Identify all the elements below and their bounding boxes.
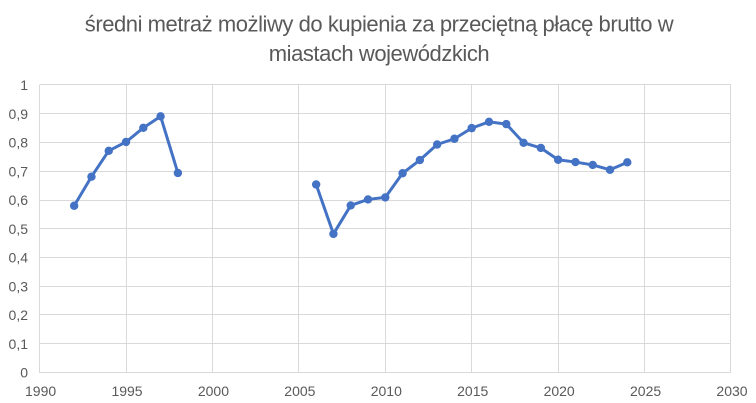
- svg-text:miastach wojewódzkich: miastach wojewódzkich: [269, 41, 489, 66]
- svg-text:2020: 2020: [544, 383, 575, 399]
- svg-text:2025: 2025: [630, 383, 661, 399]
- svg-text:średni metraż możliwy do kupie: średni metraż możliwy do kupienia za prz…: [85, 12, 674, 37]
- svg-text:0,6: 0,6: [9, 192, 29, 208]
- svg-text:0,7: 0,7: [9, 163, 29, 179]
- svg-text:0,8: 0,8: [9, 135, 29, 151]
- svg-text:2030: 2030: [716, 383, 747, 399]
- svg-text:2000: 2000: [198, 383, 229, 399]
- svg-text:1995: 1995: [111, 383, 142, 399]
- svg-text:1990: 1990: [25, 383, 56, 399]
- svg-text:1: 1: [20, 77, 28, 93]
- svg-text:0,9: 0,9: [9, 106, 29, 122]
- svg-text:2005: 2005: [284, 383, 315, 399]
- svg-text:0,3: 0,3: [9, 278, 29, 294]
- svg-text:2010: 2010: [371, 383, 402, 399]
- svg-text:0: 0: [20, 365, 28, 381]
- svg-text:0,1: 0,1: [9, 336, 29, 352]
- svg-text:0,2: 0,2: [9, 307, 29, 323]
- svg-text:0,4: 0,4: [9, 250, 29, 266]
- svg-text:2015: 2015: [457, 383, 488, 399]
- svg-text:0,5: 0,5: [9, 221, 29, 237]
